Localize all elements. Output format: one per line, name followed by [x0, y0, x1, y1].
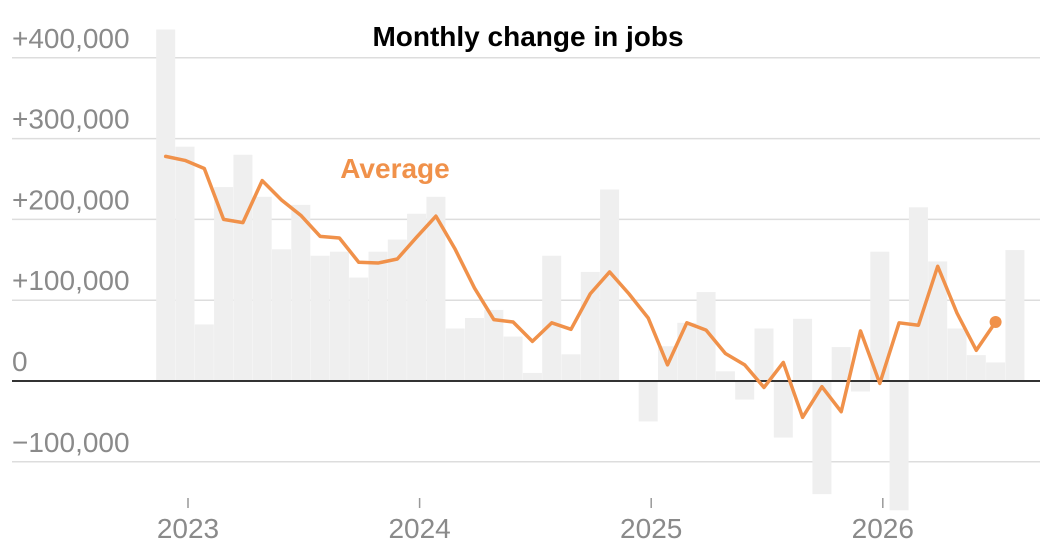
average-series: [163, 154, 1002, 420]
bar: [329, 251, 349, 381]
bar: [310, 255, 330, 381]
bar: [831, 347, 851, 381]
bar: [426, 196, 446, 381]
bar: [812, 381, 832, 495]
x-axis-tick-labels: 2023 2024 2025 2026: [157, 498, 914, 544]
bar: [735, 381, 755, 400]
bar: [638, 381, 658, 422]
bar: [889, 381, 909, 511]
bar: [600, 189, 620, 381]
bar: [368, 251, 388, 381]
bar: [349, 277, 369, 381]
bar: [715, 371, 735, 381]
bar: [387, 239, 407, 381]
x-tick-label: 2026: [852, 513, 914, 544]
bar: [194, 324, 214, 381]
bar: [851, 381, 870, 392]
x-tick-label: 2024: [388, 513, 450, 544]
bar: [445, 328, 465, 381]
bar: [947, 328, 967, 381]
bar: [272, 249, 291, 381]
bar: [522, 372, 542, 381]
bar: [696, 292, 716, 381]
bar: [754, 328, 774, 381]
bar: [1005, 250, 1025, 381]
bar: [773, 381, 793, 438]
bar: [233, 154, 253, 381]
chart-title: Monthly change in jobs: [372, 21, 683, 52]
bar: [465, 317, 484, 381]
bar: [484, 309, 504, 381]
bar: [677, 322, 697, 381]
x-tick-label: 2025: [620, 513, 682, 544]
bar-series: [156, 29, 1025, 511]
y-tick-label: +300,000: [12, 104, 130, 135]
average-series-label: Average: [340, 153, 449, 184]
bar: [407, 213, 427, 381]
y-axis-tick-labels: +400,000 +300,000 +200,000 +100,000 0 −100,00…: [12, 23, 130, 458]
y-tick-label: 0: [12, 346, 28, 377]
bar: [175, 146, 195, 381]
bar: [252, 196, 272, 381]
y-tick-label: +400,000: [12, 23, 130, 54]
y-tick-label: +100,000: [12, 265, 130, 296]
bar: [214, 187, 234, 381]
y-tick-label: −100,000: [12, 427, 130, 458]
bar: [503, 336, 523, 381]
bar: [986, 362, 1006, 381]
x-tick-label: 2023: [157, 513, 219, 544]
bar: [561, 354, 581, 381]
bar: [291, 204, 311, 381]
average-line: [163, 154, 998, 420]
bar: [928, 261, 948, 381]
bar: [156, 29, 176, 382]
bar: [908, 207, 928, 381]
bar: [870, 251, 890, 381]
bar: [542, 255, 562, 381]
average-end-marker: [989, 316, 1002, 329]
bar: [966, 355, 986, 381]
bar: [793, 318, 813, 381]
y-tick-label: +200,000: [12, 184, 130, 215]
